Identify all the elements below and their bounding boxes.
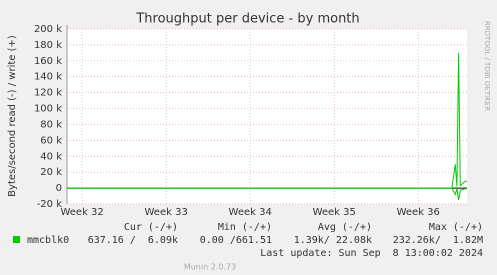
chart-title: Throughput per device - by month — [135, 12, 359, 27]
y-tick-label: 120 k — [34, 88, 62, 99]
y-tick-label: 200 k — [34, 24, 62, 35]
y-tick-label: -20 k — [37, 199, 63, 210]
stats-value: 1.39k/ 22.08k — [294, 235, 372, 246]
x-tick-label: Week 34 — [229, 207, 272, 218]
stats-value: 232.26k/ 1.82M — [393, 235, 483, 246]
stats-value: 0.00 /661.51 — [200, 235, 272, 246]
x-tick-label: Week 36 — [397, 207, 440, 218]
legend-swatch — [13, 236, 20, 243]
y-tick-label: 180 k — [34, 40, 62, 51]
y-tick-label: 140 k — [34, 72, 62, 83]
last-update: Last update: Sun Sep 8 13:00:02 2024 — [260, 248, 483, 259]
y-tick-label: 20 k — [40, 167, 62, 178]
stats-value: 637.16 / 6.09k — [88, 235, 178, 246]
stats-header: Cur (-/+) — [124, 222, 178, 233]
stats-header: Avg (-/+) — [318, 222, 372, 233]
stats-header: Max (-/+) — [429, 222, 483, 233]
y-tick-label: 80 k — [40, 119, 62, 130]
legend-label: mmcblk0 — [27, 235, 69, 246]
x-tick-label: Week 32 — [60, 207, 103, 218]
y-tick-label: 60 k — [40, 135, 62, 146]
series-line — [67, 187, 468, 201]
series-line — [67, 52, 468, 189]
y-tick-label: 40 k — [40, 151, 62, 162]
plot-area — [67, 29, 467, 204]
y-tick-label: 0 — [56, 183, 62, 194]
y-tick-label: 100 k — [34, 104, 62, 115]
stats-header: Min (-/+) — [218, 222, 272, 233]
x-tick-label: Week 35 — [313, 207, 356, 218]
x-tick-label: Week 33 — [145, 207, 188, 218]
y-axis-label: Bytes/second read (-) / write (+) — [7, 35, 18, 197]
footer: Munin 2.0.73 — [184, 263, 236, 272]
side-text: RRDTOOL / TOBI OETIKER — [483, 21, 491, 111]
y-tick-label: 160 k — [34, 56, 62, 67]
